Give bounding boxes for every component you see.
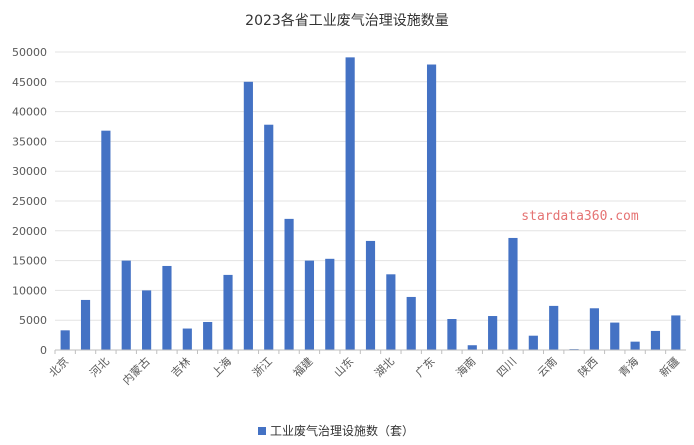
x-tick-label: 湖北 <box>372 355 397 380</box>
bar-16 <box>386 274 396 350</box>
x-tick-label: 福建 <box>290 354 315 379</box>
legend-swatch <box>258 427 266 435</box>
x-tick-label: 新疆 <box>656 354 681 379</box>
bar-6 <box>182 328 192 350</box>
x-tick-label: 吉林 <box>168 354 193 379</box>
bar-12 <box>304 260 315 350</box>
bar-10 <box>264 124 274 350</box>
y-tick-label: 35000 <box>12 135 47 148</box>
bar-20 <box>467 345 477 350</box>
bar-4 <box>142 290 152 350</box>
bar-24 <box>549 305 559 350</box>
bar-26 <box>589 308 599 350</box>
bar-9 <box>243 81 253 351</box>
bars <box>60 57 681 351</box>
y-axis-ticks: 0 5000 10000 15000 20000 25000 30000 35000 40000… <box>12 46 47 357</box>
bar-0 <box>60 330 70 350</box>
y-tick-label: 25000 <box>12 195 47 208</box>
chart-title: 2023各省工业废气治理设施数量 <box>245 13 449 29</box>
bar-18 <box>426 64 437 351</box>
x-tick-label: 上海 <box>209 354 234 379</box>
x-tick-label: 内蒙古 <box>119 354 152 387</box>
x-tick-label: 陕西 <box>575 354 600 379</box>
x-tick-label: 河北 <box>87 355 112 380</box>
y-tick-label: 15000 <box>12 255 47 268</box>
legend-label: 工业废气治理设施数（套） <box>270 423 414 438</box>
x-tick-label: 四川 <box>494 355 519 380</box>
bar-28 <box>630 341 640 350</box>
x-tick-label: 云南 <box>535 355 560 380</box>
bar-27 <box>610 322 620 350</box>
grid-lines <box>55 51 686 321</box>
bar-23 <box>528 335 538 350</box>
x-tick-label: 海南 <box>453 354 478 379</box>
y-tick-label: 40000 <box>12 106 47 119</box>
bar-1 <box>80 299 91 350</box>
y-tick-label: 45000 <box>12 76 47 89</box>
x-tick-label: 浙江 <box>250 355 275 380</box>
bar-30 <box>671 315 681 350</box>
bar-8 <box>223 274 233 350</box>
bar-2 <box>101 130 111 350</box>
y-tick-label: 20000 <box>12 225 47 238</box>
y-tick-label: 0 <box>40 344 47 357</box>
bar-5 <box>162 265 172 350</box>
bar-13 <box>325 258 335 350</box>
x-axis-ticks: 北京 河北 内蒙古 吉林 上海 浙江 福建 山东 湖北 广东 海南 四川 云南 陕西 青海 新疆 <box>46 350 682 387</box>
y-tick-label: 50000 <box>12 46 47 59</box>
legend: 工业废气治理设施数（套） <box>258 423 414 438</box>
bar-7 <box>203 321 213 350</box>
bar-11 <box>284 218 294 350</box>
bar-19 <box>447 319 457 350</box>
watermark-text: stardata360.com <box>521 209 639 224</box>
y-tick-label: 10000 <box>12 284 47 297</box>
x-tick-label: 广东 <box>413 355 438 380</box>
x-tick-label: 山东 <box>332 355 357 380</box>
y-tick-label: 30000 <box>12 165 47 178</box>
bar-21 <box>488 316 498 350</box>
bar-14 <box>345 57 355 350</box>
x-tick-label: 青海 <box>616 354 641 379</box>
x-tick-label: 北京 <box>46 354 71 379</box>
y-tick-label: 5000 <box>19 314 47 327</box>
bar-22 <box>508 237 518 350</box>
bar-17 <box>406 296 416 350</box>
bar-3 <box>121 260 131 350</box>
bar-15 <box>365 240 376 350</box>
bar-29 <box>650 330 661 350</box>
